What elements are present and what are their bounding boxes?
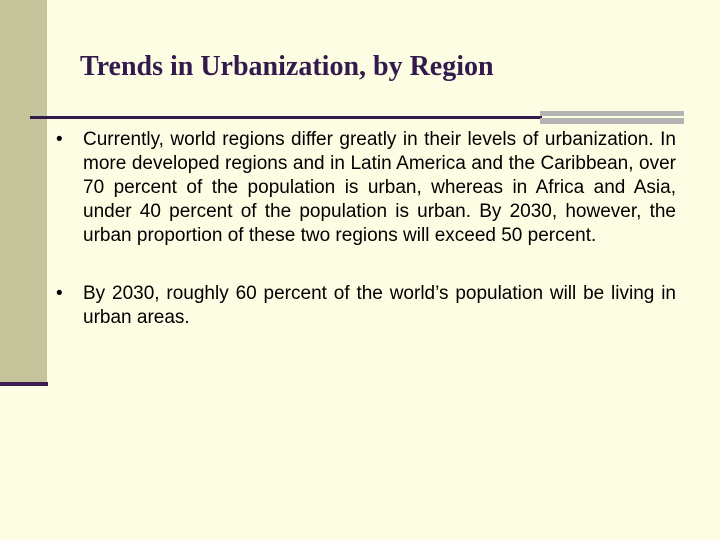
bullet-item-1: • Currently, world regions differ greatl…: [56, 128, 676, 248]
bullet-list: • Currently, world regions differ greatl…: [56, 128, 676, 364]
title-underline: [30, 116, 542, 119]
left-accent-bar: [0, 0, 47, 382]
title-accent-grey-upper: [540, 111, 684, 116]
bullet-marker: •: [56, 283, 63, 304]
slide-title: Trends in Urbanization, by Region: [80, 51, 494, 82]
bullet-item-2: • By 2030, roughly 60 percent of the wor…: [56, 282, 676, 330]
bullet-text-1: Currently, world regions differ greatly …: [83, 129, 676, 246]
left-accent-bar-base: [0, 382, 48, 386]
title-accent-grey-lower: [540, 118, 684, 124]
bullet-text-2: By 2030, roughly 60 percent of the world…: [83, 283, 676, 328]
bullet-marker: •: [56, 129, 63, 150]
